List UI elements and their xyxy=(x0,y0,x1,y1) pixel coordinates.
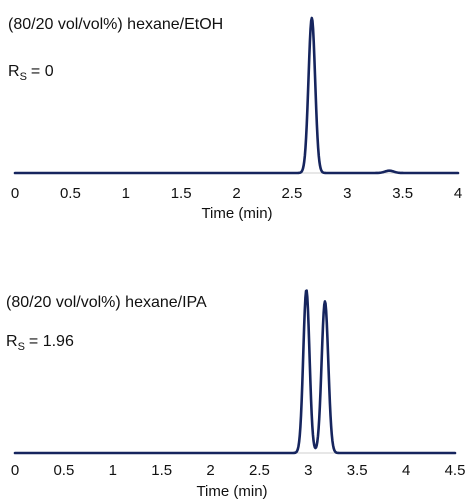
x-tick-label: 2 xyxy=(232,185,240,202)
x-tick-label: 0 xyxy=(11,185,19,202)
panel-hexane-etoh: (80/20 vol/vol%) hexane/EtOH RS = 0 0 0.5 1… xyxy=(8,16,462,222)
x-tick-labels: 0 0.5 1 1.5 2 2.5 3 3.5 4 4.5 xyxy=(11,462,466,479)
x-tick-label: 2.5 xyxy=(281,185,302,202)
resolution-subscript: S xyxy=(18,341,25,353)
x-tick-label: 0 xyxy=(11,462,19,479)
x-tick-label: 3.5 xyxy=(347,462,368,479)
x-tick-label: 3 xyxy=(343,185,351,202)
resolution-prefix: R xyxy=(6,333,18,350)
x-tick-label: 0.5 xyxy=(60,185,81,202)
x-axis-title: Time (min) xyxy=(196,483,267,500)
x-tick-label: 2 xyxy=(206,462,214,479)
resolution-value: = 1.96 xyxy=(29,333,74,350)
x-tick-label: 1 xyxy=(122,185,130,202)
resolution-annotation: RS = 0 xyxy=(8,63,54,83)
resolution-subscript: S xyxy=(20,71,27,83)
x-tick-label: 1 xyxy=(109,462,117,479)
panel-title: (80/20 vol/vol%) hexane/EtOH xyxy=(8,16,223,33)
x-tick-label: 3 xyxy=(304,462,312,479)
x-tick-label: 1.5 xyxy=(151,462,172,479)
panel-title: (80/20 vol/vol%) hexane/IPA xyxy=(6,294,207,311)
resolution-prefix: R xyxy=(8,63,20,80)
x-tick-label: 4.5 xyxy=(445,462,466,479)
resolution-value: = 0 xyxy=(31,63,54,80)
x-tick-label: 4 xyxy=(402,462,410,479)
x-tick-label: 0.5 xyxy=(53,462,74,479)
x-axis-title: Time (min) xyxy=(201,205,272,222)
resolution-annotation: RS = 1.96 xyxy=(6,333,74,353)
chromatogram-trace xyxy=(13,16,460,175)
x-tick-label: 1.5 xyxy=(171,185,192,202)
chromatogram-trace xyxy=(13,289,457,455)
x-tick-label: 2.5 xyxy=(249,462,270,479)
x-tick-label: 3.5 xyxy=(392,185,413,202)
x-tick-labels: 0 0.5 1 1.5 2 2.5 3 3.5 4 xyxy=(11,185,462,202)
panel-hexane-ipa: (80/20 vol/vol%) hexane/IPA RS = 1.96 0 0.… xyxy=(6,289,466,500)
x-tick-label: 4 xyxy=(454,185,462,202)
